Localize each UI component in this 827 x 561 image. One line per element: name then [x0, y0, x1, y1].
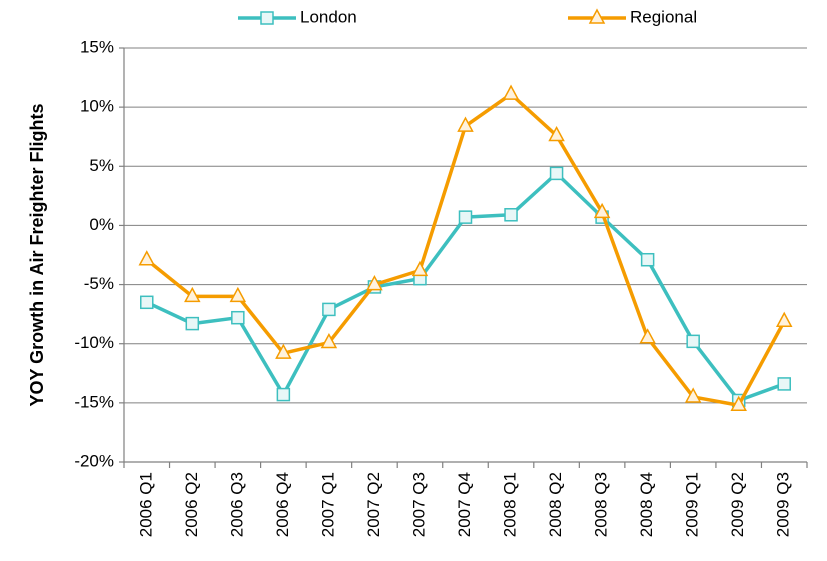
y-axis-label: YOY Growth in Air Freighter Flights	[27, 103, 47, 406]
y-tick-label: 5%	[89, 156, 114, 175]
y-tick-label: -15%	[74, 392, 114, 411]
x-tick-label: 2009 Q1	[683, 472, 702, 537]
legend-label: London	[300, 7, 357, 26]
data-point	[231, 310, 245, 325]
y-tick-label: 15%	[80, 37, 114, 56]
legend-marker	[588, 8, 606, 24]
data-point	[457, 116, 474, 132]
x-tick-label: 2006 Q4	[273, 472, 292, 537]
y-tick-label: -10%	[74, 333, 114, 352]
y-tick-label: 0%	[89, 215, 114, 234]
data-point	[548, 125, 565, 142]
data-point	[686, 334, 700, 349]
series-line	[145, 92, 786, 407]
data-point	[549, 166, 564, 181]
data-point	[138, 250, 156, 266]
y-tick-label: 10%	[80, 97, 114, 116]
data-point	[140, 295, 154, 310]
data-point	[684, 387, 702, 403]
x-tick-label: 2007 Q1	[318, 472, 337, 537]
x-tick-label: 2009 Q3	[774, 472, 793, 537]
data-point	[593, 202, 611, 219]
x-tick-label: 2006 Q3	[227, 472, 246, 537]
x-tick-label: 2007 Q4	[455, 472, 474, 537]
legend-label: Regional	[630, 7, 697, 26]
x-tick-label: 2009 Q2	[728, 472, 747, 537]
data-point	[275, 343, 292, 359]
data-point	[411, 260, 429, 277]
data-point	[322, 302, 336, 317]
series-line	[146, 171, 785, 403]
data-point	[320, 332, 338, 349]
data-point	[458, 210, 473, 224]
data-point	[185, 316, 200, 331]
x-tick-label: 2007 Q3	[409, 472, 428, 537]
y-tick-label: -20%	[74, 451, 114, 470]
data-point	[504, 208, 518, 222]
data-point	[276, 387, 291, 402]
x-tick-label: 2006 Q1	[136, 472, 155, 537]
x-tick-label: 2006 Q2	[182, 472, 201, 537]
x-tick-label: 2008 Q3	[592, 472, 611, 537]
data-point	[777, 377, 791, 391]
data-point	[502, 84, 520, 100]
legend-marker	[260, 11, 274, 25]
x-tick-label: 2008 Q4	[637, 472, 656, 537]
data-point	[366, 274, 383, 291]
data-point	[184, 286, 201, 303]
data-point	[229, 286, 247, 303]
data-point	[730, 395, 747, 411]
y-tick-label: -5%	[84, 274, 114, 293]
data-point	[775, 311, 793, 327]
data-point	[640, 252, 655, 267]
x-tick-label: 2007 Q2	[364, 472, 383, 537]
x-tick-label: 2008 Q1	[501, 472, 520, 537]
data-point	[639, 328, 656, 344]
x-tick-label: 2008 Q2	[546, 472, 565, 537]
